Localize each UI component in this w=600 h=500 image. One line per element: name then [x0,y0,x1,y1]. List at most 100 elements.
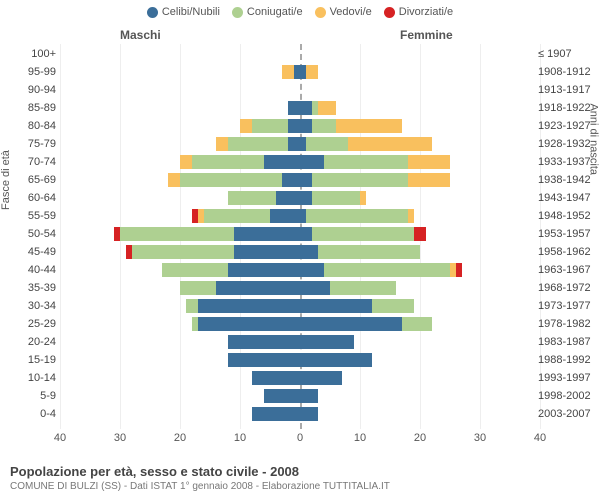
birth-year-label: 1918-1922 [538,100,596,116]
bar-male-coniugati [228,191,276,205]
bar-male-celibi [252,371,300,385]
pyramid-row [60,352,540,368]
bar-female-nubili [300,101,312,115]
bar-female-nubili [300,371,342,385]
birth-year-label: 1968-1972 [538,280,596,296]
x-tick-label: 10 [234,432,246,444]
bar-male-coniugati [192,317,198,331]
bar-female-nubili [300,353,372,367]
pyramid-row [60,154,540,170]
bar-female-coniugati [312,227,414,241]
age-label: 70-74 [8,154,56,170]
bar-female-nubili [300,173,312,187]
age-label: 10-14 [8,370,56,386]
x-tick-label: 0 [297,432,303,444]
bar-male-celibi [216,281,300,295]
bar-female-nubili [300,227,312,241]
birth-year-label: 1928-1932 [538,136,596,152]
female-label: Femmine [400,28,453,42]
bar-female-vedovi [318,101,336,115]
birth-year-label: 1938-1942 [538,172,596,188]
bar-male-celibi [198,299,300,313]
bar-male-celibi [276,191,300,205]
bar-female-nubili [300,317,402,331]
birth-year-label: 1923-1927 [538,118,596,134]
male-label: Maschi [120,28,161,42]
chart-footer: Popolazione per età, sesso e stato civil… [10,464,390,492]
x-tick-label: 20 [174,432,186,444]
age-label: 75-79 [8,136,56,152]
bar-female-nubili [300,407,318,421]
bar-male-divorziati [114,227,120,241]
age-label: 65-69 [8,172,56,188]
plot-area: 40302010010203040 [60,44,540,444]
birth-year-label: 1948-1952 [538,208,596,224]
pyramid-row [60,226,540,242]
bar-male-celibi [234,227,300,241]
bar-male-celibi [270,209,300,223]
bar-female-coniugati [312,119,336,133]
bar-female-coniugati [324,155,408,169]
bar-male-vedovi [168,173,180,187]
legend-item: Vedovi/e [315,6,372,18]
birth-year-label: 1983-1987 [538,334,596,350]
pyramid-row [60,100,540,116]
birth-year-label: 2003-2007 [538,406,596,422]
birth-year-label: 1993-1997 [538,370,596,386]
x-tick-label: 10 [354,432,366,444]
age-label: 60-64 [8,190,56,206]
x-tick-label: 30 [474,432,486,444]
bar-male-celibi [264,389,300,403]
bar-female-nubili [300,281,330,295]
bar-female-coniugati [372,299,414,313]
pyramid-row [60,388,540,404]
bar-female-coniugati [324,263,450,277]
bar-female-divorziati [414,227,426,241]
pyramid-row [60,298,540,314]
bar-male-vedovi [180,155,192,169]
bar-female-vedovi [336,119,402,133]
bar-female-vedovi [408,173,450,187]
age-label: 95-99 [8,64,56,80]
pyramid-row [60,82,540,98]
bar-female-nubili [300,389,318,403]
bar-female-coniugati [306,137,348,151]
age-label: 90-94 [8,82,56,98]
age-label: 20-24 [8,334,56,350]
age-label: 80-84 [8,118,56,134]
bar-male-vedovi [240,119,252,133]
bar-male-coniugati [252,119,288,133]
pyramid-row [60,64,540,80]
birth-year-label: 1998-2002 [538,388,596,404]
bar-male-celibi [288,101,300,115]
bar-female-vedovi [306,65,318,79]
x-tick-label: 40 [534,432,546,444]
bar-male-coniugati [204,209,270,223]
bar-male-coniugati [228,137,288,151]
plot-inner [60,44,540,429]
age-label: 55-59 [8,208,56,224]
bar-female-coniugati [330,281,396,295]
bar-female-coniugati [312,173,408,187]
bar-female-nubili [300,263,324,277]
pyramid-row [60,244,540,260]
birth-year-label: 1943-1947 [538,190,596,206]
legend-label: Coniugati/e [247,6,303,18]
legend-label: Celibi/Nubili [162,6,220,18]
bar-male-coniugati [162,263,228,277]
bar-female-vedovi [408,155,450,169]
age-label: 25-29 [8,316,56,332]
bar-male-coniugati [180,281,216,295]
bar-female-coniugati [312,191,360,205]
bar-male-celibi [228,335,300,349]
bar-female-coniugati [402,317,432,331]
bar-female-nubili [300,119,312,133]
pyramid-row [60,334,540,350]
x-tick-label: 40 [54,432,66,444]
bar-male-divorziati [192,209,198,223]
pyramid-row [60,316,540,332]
legend-swatch [147,7,158,18]
legend-item: Divorziati/e [384,6,453,18]
bar-female-nubili [300,245,318,259]
birth-year-label: ≤ 1907 [538,46,596,62]
